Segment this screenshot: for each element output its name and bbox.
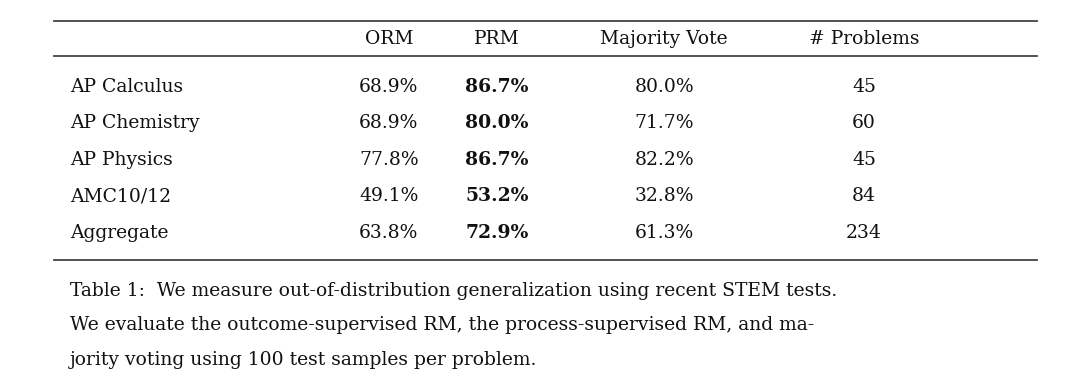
Text: 71.7%: 71.7% — [634, 114, 694, 132]
Text: 68.9%: 68.9% — [360, 114, 418, 132]
Text: Aggregate: Aggregate — [70, 224, 168, 242]
Text: # Problems: # Problems — [809, 30, 919, 47]
Text: 72.9%: 72.9% — [465, 224, 528, 242]
Text: 60: 60 — [852, 114, 876, 132]
Text: 77.8%: 77.8% — [359, 151, 419, 169]
Text: jority voting using 100 test samples per problem.: jority voting using 100 test samples per… — [70, 351, 538, 369]
Text: Table 1:  We measure out-of-distribution generalization using recent STEM tests.: Table 1: We measure out-of-distribution … — [70, 282, 837, 300]
Text: Majority Vote: Majority Vote — [600, 30, 728, 47]
Text: 45: 45 — [852, 78, 876, 95]
Text: 45: 45 — [852, 151, 876, 169]
Text: We evaluate the outcome-supervised RM, the process-supervised RM, and ma-: We evaluate the outcome-supervised RM, t… — [70, 316, 814, 334]
Text: AMC10/12: AMC10/12 — [70, 187, 172, 205]
Text: ORM: ORM — [365, 30, 413, 47]
Text: PRM: PRM — [474, 30, 519, 47]
Text: 84: 84 — [852, 187, 876, 205]
Text: 53.2%: 53.2% — [465, 187, 528, 205]
Text: 68.9%: 68.9% — [360, 78, 418, 95]
Text: AP Calculus: AP Calculus — [70, 78, 184, 95]
Text: 32.8%: 32.8% — [634, 187, 694, 205]
Text: 86.7%: 86.7% — [465, 78, 528, 95]
Text: 49.1%: 49.1% — [360, 187, 418, 205]
Text: 63.8%: 63.8% — [360, 224, 418, 242]
Text: AP Physics: AP Physics — [70, 151, 173, 169]
Text: 80.0%: 80.0% — [465, 114, 528, 132]
Text: 234: 234 — [846, 224, 882, 242]
Text: 82.2%: 82.2% — [634, 151, 694, 169]
Text: AP Chemistry: AP Chemistry — [70, 114, 200, 132]
Text: 80.0%: 80.0% — [634, 78, 694, 95]
Text: 86.7%: 86.7% — [465, 151, 528, 169]
Text: 61.3%: 61.3% — [635, 224, 693, 242]
